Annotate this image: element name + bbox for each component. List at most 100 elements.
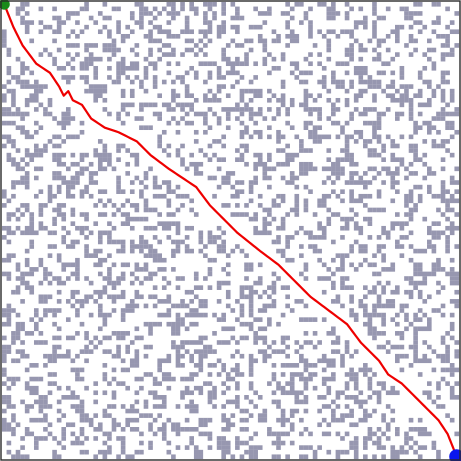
obstacle-cell (262, 225, 268, 231)
obstacle-cell (299, 148, 304, 153)
obstacle-cell (331, 280, 336, 286)
obstacle-cell (75, 404, 80, 409)
obstacle-cell (331, 326, 336, 332)
obstacle-cell (376, 84, 382, 89)
obstacle-cell (180, 75, 185, 80)
obstacle-cell (79, 321, 85, 327)
obstacle-cell (221, 417, 226, 423)
obstacle-cell (102, 372, 108, 377)
obstacle-cell (363, 445, 368, 450)
obstacle-cell (43, 47, 48, 53)
obstacle-cell (271, 271, 277, 277)
obstacle-cell (193, 43, 199, 48)
obstacle-cell (321, 317, 327, 322)
obstacle-cell (404, 84, 409, 89)
obstacle-cell (326, 116, 332, 121)
obstacle-cell (56, 308, 62, 313)
obstacle-cell (285, 180, 290, 185)
obstacle-cell (29, 385, 35, 391)
obstacle-cell (235, 116, 240, 121)
obstacle-cell (29, 244, 35, 249)
obstacle-cell (203, 97, 208, 103)
obstacle-cell (235, 102, 240, 108)
obstacle-cell (52, 116, 57, 121)
obstacle-cell (248, 353, 254, 359)
obstacle-cell (427, 230, 432, 236)
obstacle-cell (440, 285, 446, 290)
obstacle-cell (56, 143, 62, 149)
obstacle-cell (148, 440, 153, 446)
obstacle-cell (2, 93, 7, 99)
obstacle-cell (6, 271, 12, 277)
obstacle-cell (331, 399, 336, 405)
obstacle-cell (171, 116, 176, 121)
obstacle-cell (175, 102, 181, 108)
obstacle-cell (216, 299, 222, 304)
obstacle-cell (344, 216, 350, 222)
obstacle-cell (216, 24, 222, 30)
obstacle-cell (166, 235, 172, 240)
obstacle-cell (381, 344, 386, 350)
obstacle-cell (33, 390, 39, 396)
obstacle-cell (38, 148, 44, 153)
obstacle-cell (244, 408, 249, 414)
obstacle-cell (52, 143, 57, 149)
obstacle-cell (340, 280, 345, 286)
obstacle-cell (267, 353, 272, 359)
obstacle-cell (262, 340, 268, 345)
obstacle-cell (189, 299, 194, 304)
obstacle-cell (43, 148, 48, 153)
obstacle-cell (413, 312, 418, 318)
obstacle-cell (207, 20, 213, 25)
obstacle-cell (413, 152, 418, 158)
obstacle-cell (24, 129, 30, 135)
obstacle-cell (289, 157, 295, 162)
obstacle-cell (56, 134, 62, 140)
obstacle-cell (139, 24, 144, 30)
obstacle-cell (161, 221, 167, 226)
obstacle-cell (381, 15, 386, 21)
obstacle-cell (212, 93, 217, 99)
obstacle-cell (335, 175, 341, 181)
obstacle-cell (143, 353, 149, 359)
obstacle-cell (43, 436, 48, 441)
obstacle-cell (70, 184, 76, 190)
obstacle-cell (399, 367, 405, 373)
obstacle-cell (221, 413, 226, 418)
obstacle-cell (280, 93, 286, 99)
obstacle-cell (33, 97, 39, 103)
obstacle-cell (88, 294, 94, 300)
obstacle-cell (363, 107, 368, 112)
obstacle-cell (43, 353, 48, 359)
obstacle-cell (221, 52, 226, 57)
obstacle-cell (399, 102, 405, 108)
obstacle-cell (225, 271, 231, 277)
obstacle-cell (70, 358, 76, 364)
obstacle-cell (221, 326, 226, 332)
obstacle-cell (271, 289, 277, 295)
obstacle-cell (363, 216, 368, 222)
obstacle-cell (390, 454, 396, 460)
obstacle-cell (244, 125, 249, 131)
obstacle-cell (335, 212, 341, 217)
obstacle-cell (440, 340, 446, 345)
obstacle-cell (97, 29, 103, 35)
obstacle-cell (79, 212, 85, 217)
obstacle-cell (454, 225, 460, 231)
obstacle-cell (203, 2, 208, 7)
obstacle-cell (372, 2, 377, 7)
obstacle-cell (349, 285, 354, 290)
obstacle-cell (11, 180, 16, 185)
obstacle-cell (102, 148, 108, 153)
obstacle-cell (139, 267, 144, 272)
obstacle-cell (180, 143, 185, 149)
obstacle-cell (317, 248, 322, 254)
obstacle-cell (198, 431, 204, 437)
obstacle-cell (381, 285, 386, 290)
obstacle-cell (61, 161, 67, 167)
obstacle-cell (184, 445, 190, 450)
obstacle-cell (70, 207, 76, 213)
obstacle-cell (340, 189, 345, 194)
obstacle-cell (440, 312, 446, 318)
obstacle-cell (363, 257, 368, 263)
